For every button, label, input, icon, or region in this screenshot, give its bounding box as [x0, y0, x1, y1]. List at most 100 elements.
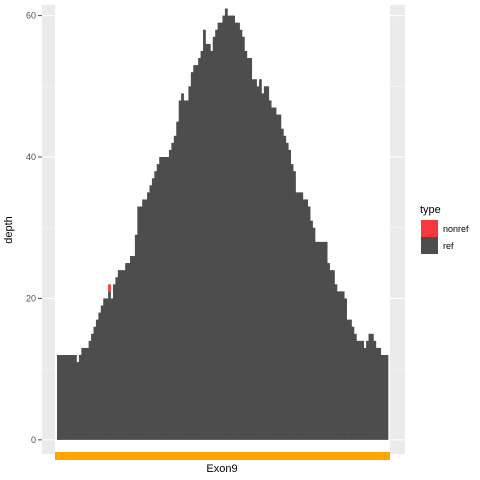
bar-ref — [280, 128, 284, 440]
bar-ref — [290, 164, 294, 440]
bar-ref — [344, 298, 347, 440]
bar-ref — [88, 340, 92, 440]
bar-ref — [383, 355, 386, 440]
bar-ref — [293, 171, 296, 440]
bar-ref — [273, 107, 277, 440]
bar-ref — [297, 192, 301, 440]
bar-ref — [222, 15, 226, 440]
bar-ref — [314, 241, 318, 440]
bar-ref — [95, 319, 99, 440]
bar-ref — [205, 43, 209, 440]
bar-ref — [278, 114, 282, 440]
bar-ref — [346, 319, 350, 440]
bar-ref — [239, 29, 243, 440]
bar-ref — [266, 86, 270, 440]
bar-ref — [229, 15, 233, 440]
bar-ref — [363, 347, 367, 440]
bar-ref — [283, 135, 287, 440]
bar-ref — [341, 291, 345, 440]
bar-ref — [93, 326, 97, 440]
bar-ref — [241, 36, 245, 440]
y-tick-label: 40 — [26, 152, 36, 162]
bar-ref — [134, 234, 138, 440]
bar-ref — [61, 355, 65, 440]
bar-ref — [332, 270, 335, 440]
bar-ref — [366, 340, 369, 440]
bar-ref — [244, 50, 248, 440]
bar-ref — [349, 319, 352, 440]
bar-ref — [130, 256, 133, 440]
bar-ref — [181, 93, 184, 440]
bar-ref — [261, 93, 265, 440]
bar-ref — [147, 192, 150, 440]
y-axis-title: depth — [3, 216, 15, 244]
bar-ref — [66, 355, 70, 440]
bar-ref — [288, 149, 291, 440]
bar-ref — [154, 171, 158, 440]
bar-ref — [168, 149, 172, 440]
bar-ref — [151, 178, 155, 440]
bar-ref — [149, 185, 153, 440]
bar-ref — [307, 206, 311, 440]
bar-ref — [237, 22, 240, 440]
bar-ref — [176, 121, 180, 440]
bar-ref — [78, 355, 82, 440]
y-tick-label: 0 — [31, 435, 36, 445]
bar-ref — [178, 100, 182, 440]
y-tick-label: 20 — [26, 293, 36, 303]
bar-ref — [108, 291, 111, 440]
bar-ref — [378, 347, 382, 440]
bar-ref — [256, 86, 260, 440]
bar-ref — [215, 29, 218, 440]
bar-ref — [271, 107, 274, 440]
bar-ref — [263, 86, 267, 440]
bar-ref — [285, 142, 289, 440]
bar-ref — [185, 100, 189, 440]
bar-ref — [207, 43, 211, 440]
bar-ref — [356, 340, 360, 440]
bar-ref — [122, 270, 126, 440]
bar-ref — [302, 199, 306, 440]
legend-swatch-ref — [421, 237, 438, 254]
bar-ref — [220, 22, 223, 440]
bar-nonref — [108, 284, 111, 292]
bar-ref — [254, 79, 257, 440]
bar-ref — [251, 79, 255, 440]
bar-ref — [166, 157, 170, 440]
bar-ref — [161, 157, 165, 440]
bar-ref — [83, 347, 87, 440]
bar-ref — [329, 270, 333, 440]
legend-label-ref: ref — [443, 241, 454, 251]
bar-ref — [249, 58, 253, 440]
bar-ref — [327, 263, 330, 440]
bar-ref — [105, 298, 109, 440]
bars — [57, 8, 389, 440]
bar-ref — [132, 256, 136, 440]
bar-ref — [232, 15, 236, 440]
bar-ref — [110, 298, 114, 440]
exon-track-label: Exon9 — [206, 463, 237, 475]
bar-ref — [74, 355, 77, 440]
y-tick-label: 60 — [26, 11, 36, 21]
bar-ref — [86, 347, 89, 440]
exon-track-bar — [55, 452, 390, 460]
bar-ref — [103, 298, 107, 440]
bar-ref — [361, 340, 365, 440]
bar-ref — [300, 192, 304, 440]
bar-ref — [159, 157, 163, 440]
bar-ref — [317, 241, 321, 440]
bar-ref — [312, 227, 316, 440]
legend-label-nonref: nonref — [443, 224, 469, 234]
bar-ref — [188, 86, 192, 440]
bar-ref — [334, 284, 338, 440]
bar-ref — [57, 355, 60, 440]
legend: type nonref ref — [420, 204, 469, 254]
bar-ref — [227, 15, 231, 440]
legend-title: type — [420, 204, 441, 216]
bar-ref — [59, 355, 63, 440]
bar-ref — [198, 58, 201, 440]
bar-ref — [217, 22, 221, 440]
bar-ref — [375, 347, 379, 440]
bar-ref — [385, 355, 389, 440]
